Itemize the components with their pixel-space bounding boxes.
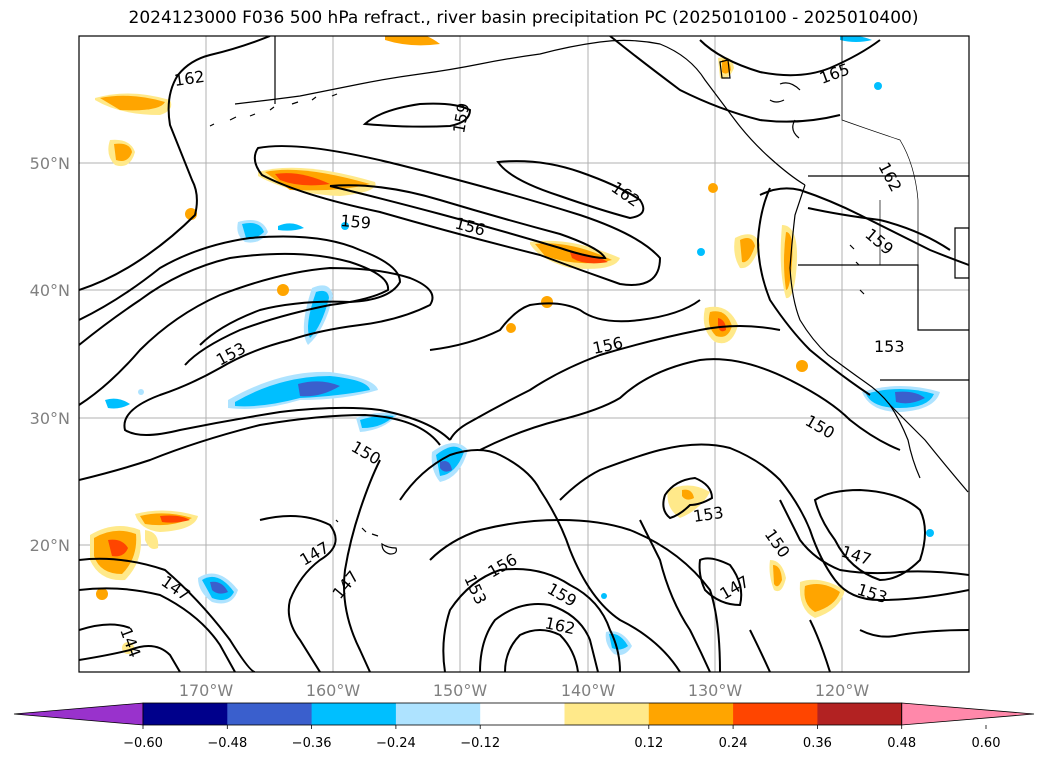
precip-blob xyxy=(278,223,304,231)
colorbar-segment xyxy=(311,703,397,725)
graticule xyxy=(79,36,969,672)
colorbar-segment xyxy=(901,702,1035,726)
colorbar-segment xyxy=(227,703,313,725)
precip-blob xyxy=(298,381,340,397)
colorbar-segment xyxy=(564,703,650,725)
precip-blob xyxy=(210,581,228,594)
precip-blob xyxy=(440,461,452,472)
colorbar-tick-label: −0.12 xyxy=(460,736,500,751)
precip-blob xyxy=(667,485,710,518)
precip-blob xyxy=(160,515,190,523)
colorbar-segment xyxy=(13,702,144,726)
precip-blob xyxy=(114,143,132,161)
colorbar-tick-label: 0.12 xyxy=(634,736,663,751)
precip-blob xyxy=(601,593,607,599)
precip-blob xyxy=(275,173,330,186)
lon-tick-label: 140°W xyxy=(561,681,616,700)
contour-label: 153 xyxy=(874,337,905,356)
lat-tick-label: 50°N xyxy=(30,154,70,173)
colorbar-tick-label: 0.24 xyxy=(719,736,748,751)
precip-blob xyxy=(360,415,394,428)
lat-tick-label: 30°N xyxy=(30,409,70,428)
precip-blob xyxy=(105,398,130,409)
precip-blob xyxy=(108,539,128,557)
precip-blob xyxy=(100,95,165,111)
colorbar-tick-label: −0.60 xyxy=(123,736,163,751)
contour-label: 153 xyxy=(692,503,725,526)
colorbar-frame xyxy=(142,702,903,726)
precip-blob xyxy=(773,565,782,587)
precip-blob xyxy=(341,222,349,230)
colorbar-segment xyxy=(395,703,481,725)
map-frame xyxy=(78,35,970,673)
precip-blob xyxy=(506,323,516,333)
colorbar-tick-label: 0.36 xyxy=(803,736,832,751)
contour-label: 159 xyxy=(340,211,372,233)
colorbar-tick-label: 0.48 xyxy=(887,736,916,751)
colorbar-segment xyxy=(480,703,565,725)
precip-blob xyxy=(385,36,440,46)
lat-tick-label: 40°N xyxy=(30,281,70,300)
lon-tick-label: 130°W xyxy=(688,681,743,700)
precip-blob xyxy=(708,183,718,193)
precip-positive-anomalies xyxy=(90,36,845,654)
precip-blob xyxy=(740,238,755,263)
colorbar-tick-label: −0.24 xyxy=(376,736,416,751)
precip-negative-anomalies xyxy=(105,36,940,655)
precip-blob xyxy=(138,389,144,395)
precip-blob xyxy=(145,530,159,549)
map-title: 2024123000 F036 500 hPa refract., river … xyxy=(128,8,919,28)
precip-blob xyxy=(277,284,289,296)
colorbar-segment xyxy=(143,703,228,725)
colorbar-tick-label: −0.36 xyxy=(292,736,332,751)
precip-blob xyxy=(242,223,264,239)
lon-tick-label: 160°W xyxy=(306,681,361,700)
colorbar-segment xyxy=(648,703,734,725)
precip-blob xyxy=(682,489,694,500)
latitude-labels: 50°N 40°N 30°N 20°N xyxy=(30,154,70,555)
lon-tick-label: 120°W xyxy=(815,681,870,700)
precip-blob xyxy=(796,360,808,372)
precip-blob xyxy=(541,296,553,308)
colorbar-tick-label: −0.48 xyxy=(207,736,247,751)
longitude-labels: 170°W 160°W 150°W 140°W 130°W 120°W xyxy=(179,681,870,700)
lon-tick-label: 150°W xyxy=(433,681,488,700)
refractivity-contours xyxy=(79,36,969,672)
contour-label: 162 xyxy=(173,67,206,90)
precip-blob xyxy=(697,248,705,256)
lat-tick-label: 20°N xyxy=(30,536,70,555)
precip-blob xyxy=(926,529,934,537)
colorbar-segment xyxy=(733,703,818,725)
lon-tick-label: 170°W xyxy=(179,681,234,700)
colorbar: −0.60 −0.48 −0.36 −0.24 −0.12 0.12 0.24 0.36 0.4… xyxy=(13,702,1035,751)
precip-blob xyxy=(96,588,108,600)
precip-blob xyxy=(840,36,872,42)
colorbar-tick-label: 0.60 xyxy=(972,736,1001,751)
precip-blob xyxy=(874,82,882,90)
precip-blob xyxy=(895,391,925,404)
colorbar-segment xyxy=(817,703,903,725)
coastlines xyxy=(209,36,969,555)
map-plot-area: 162 159 165 162 162 159 159 156 156 153 … xyxy=(79,36,969,672)
precip-blob xyxy=(804,584,840,612)
